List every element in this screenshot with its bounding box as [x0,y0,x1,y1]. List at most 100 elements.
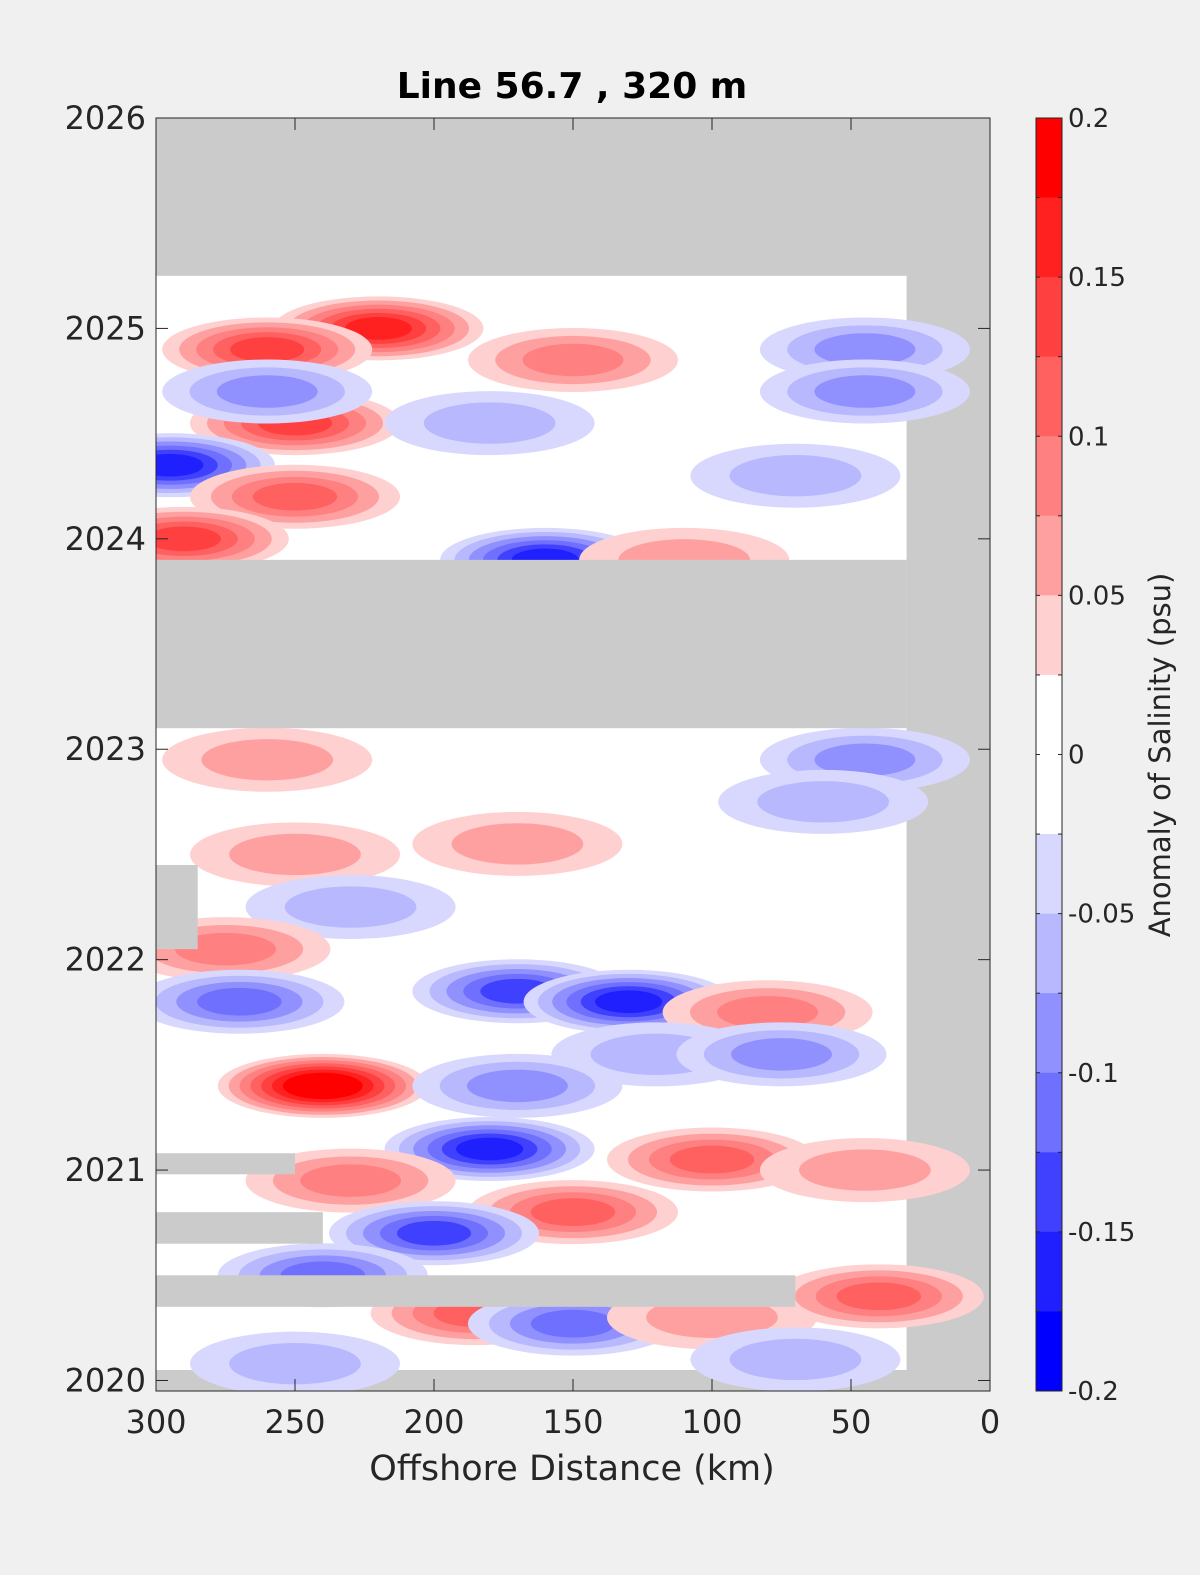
contour-level [423,402,556,444]
y-tick-label: 2020 [65,1361,146,1399]
y-tick-label: 2023 [65,730,146,768]
colorbar-segment [1036,436,1062,517]
contour-level [456,1137,524,1161]
missing-data-band [156,1275,796,1307]
contour-level [717,996,819,1029]
anomaly-blob [190,1331,400,1391]
contour-level [669,1145,755,1174]
contour-level [451,823,584,865]
contour-level [230,337,305,362]
contour-level [156,526,221,552]
colorbar-segment [1036,595,1062,676]
contour-level [595,990,663,1014]
colorbar-segment [1036,118,1062,199]
anomaly-blob [759,1138,970,1203]
anomaly-blob [217,1053,428,1118]
missing-data-band [156,1153,295,1175]
contour-level [522,343,624,377]
missing-data-band [156,1212,323,1244]
anomaly-blob [384,391,595,456]
x-tick-label: 300 [125,1403,186,1441]
contour-level [757,781,890,823]
chart-title: Line 56.7 , 320 m [397,66,748,107]
colorbar-segment [1036,277,1062,358]
contour-level [814,333,916,366]
colorbar-segment [1036,754,1062,835]
colorbar-label: Anomaly of Salinity (psu) [1143,573,1177,938]
anomaly-blob [156,969,345,1034]
x-tick-label: 200 [403,1403,464,1441]
contour-level [836,1282,922,1311]
anomaly-blob [412,811,623,876]
contour-level [293,1075,352,1096]
anomaly-blob [676,1022,887,1087]
colorbar-segment [1036,356,1062,437]
anomaly-blob [690,443,901,508]
colorbar-segment [1036,913,1062,994]
colorbar-tick-label: 0.2 [1068,104,1109,134]
colorbar-segment [1036,1311,1062,1392]
contour-level [229,1342,361,1385]
anomaly-blob [190,822,400,887]
y-tick-label: 2022 [65,941,146,979]
x-axis: 300 250 200 150 100 50 0 [125,118,1000,1441]
contour-level [175,932,276,966]
x-tick-label: 0 [980,1403,1000,1441]
x-tick-label: 150 [542,1403,603,1441]
contour-level [300,1164,402,1197]
y-axis: 2026 2025 2024 2023 2022 2021 2020 [65,99,990,1399]
contour-level [344,317,412,340]
colorbar: 0.2 0.15 0.1 0.05 0 -0.05 -0.1 -0.15 -0.2 [1035,104,1135,1407]
colorbar-segment [1036,674,1062,755]
colorbar-segment [1036,993,1062,1074]
contour-level [729,455,862,497]
anomaly-blob [759,359,970,424]
x-tick-label: 50 [831,1403,872,1441]
x-axis-label: Offshore Distance (km) [369,1449,775,1489]
anomaly-blob [329,1201,539,1266]
colorbar-segment [1036,1152,1062,1233]
anomaly-blob [773,1264,984,1329]
contour-level [197,987,282,1016]
colorbar-segment [1036,1072,1062,1153]
colorbar-segment [1036,834,1062,915]
anomaly-blob [690,1327,901,1391]
colorbar-tick-label: 0.05 [1068,581,1126,611]
anomaly-blob [718,769,929,834]
contour-level [466,1069,568,1103]
missing-data-band [156,864,198,950]
x-tick-label: 100 [681,1403,742,1441]
contour-level [814,375,916,408]
anomaly-blob [162,359,373,424]
anomaly-blob [468,327,678,392]
contour-level [216,375,318,408]
contour-level [201,739,334,781]
contour-level [530,1309,616,1338]
x-tick-label: 250 [264,1403,325,1441]
anomaly-blob [245,875,456,940]
contour-level [396,1220,472,1246]
contour-level [530,1198,616,1227]
contour-level [156,453,204,477]
anomaly-blob [190,464,400,529]
colorbar-segment [1036,197,1062,278]
anomaly-blob [156,506,289,571]
y-tick-label: 2025 [65,309,146,347]
y-tick-label: 2021 [65,1151,146,1189]
data-region [156,275,984,1391]
colorbar-segment [1036,515,1062,596]
colorbar-tick-label: -0.05 [1068,900,1135,930]
contour-level [799,1149,931,1191]
contour-level [814,743,916,777]
missing-data-band [156,559,907,729]
anomaly-blob [412,1053,623,1118]
anomaly-blob [162,727,373,792]
colorbar-tick-label: -0.2 [1068,1377,1119,1407]
contour-level [252,482,338,511]
y-tick-label: 2026 [65,99,146,137]
contour-level [229,833,361,876]
colorbar-tick-label: -0.1 [1068,1059,1119,1089]
contour-level [646,1296,778,1339]
colorbar-frame [1035,117,1063,1392]
